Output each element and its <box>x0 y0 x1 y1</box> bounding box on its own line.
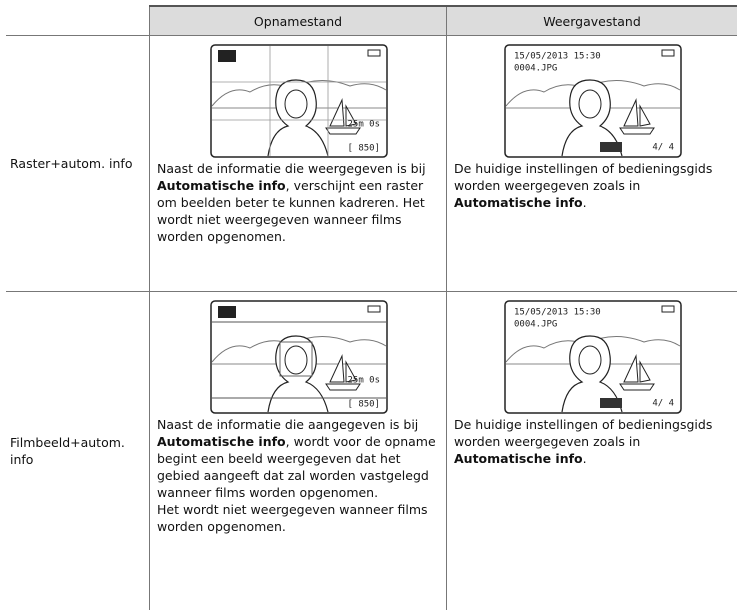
ok-icon <box>599 398 622 408</box>
text-run: Het wordt niet weergegeven wanneer films… <box>157 502 428 534</box>
row-label: Filmbeeld+autom. info <box>6 291 150 610</box>
screen-text: 15/05/2013 15:30 <box>514 308 601 318</box>
text-run: De huidige instellingen of bedieningsgid… <box>454 417 713 449</box>
face <box>578 89 601 119</box>
camera-screen: 15/05/2013 15:30 0004.JPG 4/ 4 <box>503 44 682 158</box>
text-run: Naast de informatie die aangegeven is bi… <box>157 417 419 432</box>
description: Naast de informatie die aangegeven is bi… <box>157 416 440 501</box>
text-run: . <box>582 451 587 466</box>
text-run: , verschijnt een raster om beelden beter… <box>157 178 425 244</box>
camera-screen: 15/05/2013 15:30 0004.JPG 4/ 4 <box>503 300 682 414</box>
battery-icon <box>367 49 380 57</box>
screen-text: [ 850] <box>347 144 380 154</box>
header-cell: Opnamestand <box>149 5 447 36</box>
face <box>284 89 307 119</box>
camera-icon <box>217 50 236 62</box>
text-run: Automatische info <box>454 451 583 466</box>
header-cell <box>6 6 150 36</box>
header-cell: Weergavestand <box>446 5 737 36</box>
text-run: Automatische info <box>157 434 286 449</box>
boat <box>324 354 361 391</box>
description: Het wordt niet weergegeven wanneer films… <box>157 501 440 535</box>
boat <box>618 354 655 391</box>
text-run: De huidige instellingen of bedieningsgid… <box>454 161 713 193</box>
screen-text: 4/ 4 <box>652 399 674 409</box>
header-row: Opnamestand Weergavestand <box>6 5 737 36</box>
screen-text: 25m 0s <box>347 376 380 386</box>
frame-line <box>211 321 386 399</box>
row: Raster+autom. info 25m 0s [ 850] Naast de … <box>6 35 737 292</box>
text-run: Automatische info <box>454 195 583 210</box>
description: Naast de informatie die weergegeven is b… <box>157 160 440 245</box>
row-label: Raster+autom. info <box>6 35 150 292</box>
row: Filmbeeld+autom. info 25m 0s [ 850] Naast … <box>6 291 737 610</box>
screen-text: 0004.JPG <box>514 320 557 330</box>
screen-text: 0004.JPG <box>514 64 557 74</box>
face <box>578 345 601 375</box>
boat <box>324 98 361 135</box>
camera-icon <box>217 306 236 318</box>
boat <box>618 98 655 135</box>
play-cell: 15/05/2013 15:30 0004.JPG 4/ 4 De huidige i… <box>446 291 737 610</box>
screen-text: 15/05/2013 15:30 <box>514 52 601 62</box>
play-cell: 15/05/2013 15:30 0004.JPG 4/ 4 De huidige i… <box>446 35 737 292</box>
settings-table: Opnamestand Weergavestand Raster+autom. … <box>6 5 737 610</box>
screen-text: 4/ 4 <box>652 143 674 153</box>
screen-text: 25m 0s <box>347 120 380 130</box>
text-run: . <box>582 195 587 210</box>
battery-icon <box>367 305 380 313</box>
screen-text: [ 850] <box>347 400 380 410</box>
description: De huidige instellingen of bedieningsgid… <box>454 160 731 211</box>
text-run: Naast de informatie die weergegeven is b… <box>157 161 426 176</box>
face-frame <box>279 341 312 377</box>
camera-screen: 25m 0s [ 850] <box>209 300 388 414</box>
text-run: , wordt voor de opname begint een beeld … <box>157 434 436 500</box>
ok-icon <box>599 142 622 152</box>
rec-cell: 25m 0s [ 850] Naast de informatie die weer… <box>149 35 447 292</box>
description: De huidige instellingen of bedieningsgid… <box>454 416 731 467</box>
battery-icon <box>661 305 674 313</box>
rec-cell: 25m 0s [ 850] Naast de informatie die aang… <box>149 291 447 610</box>
face <box>284 345 307 375</box>
camera-screen: 25m 0s [ 850] <box>209 44 388 158</box>
text-run: Automatische info <box>157 178 286 193</box>
battery-icon <box>661 49 674 57</box>
